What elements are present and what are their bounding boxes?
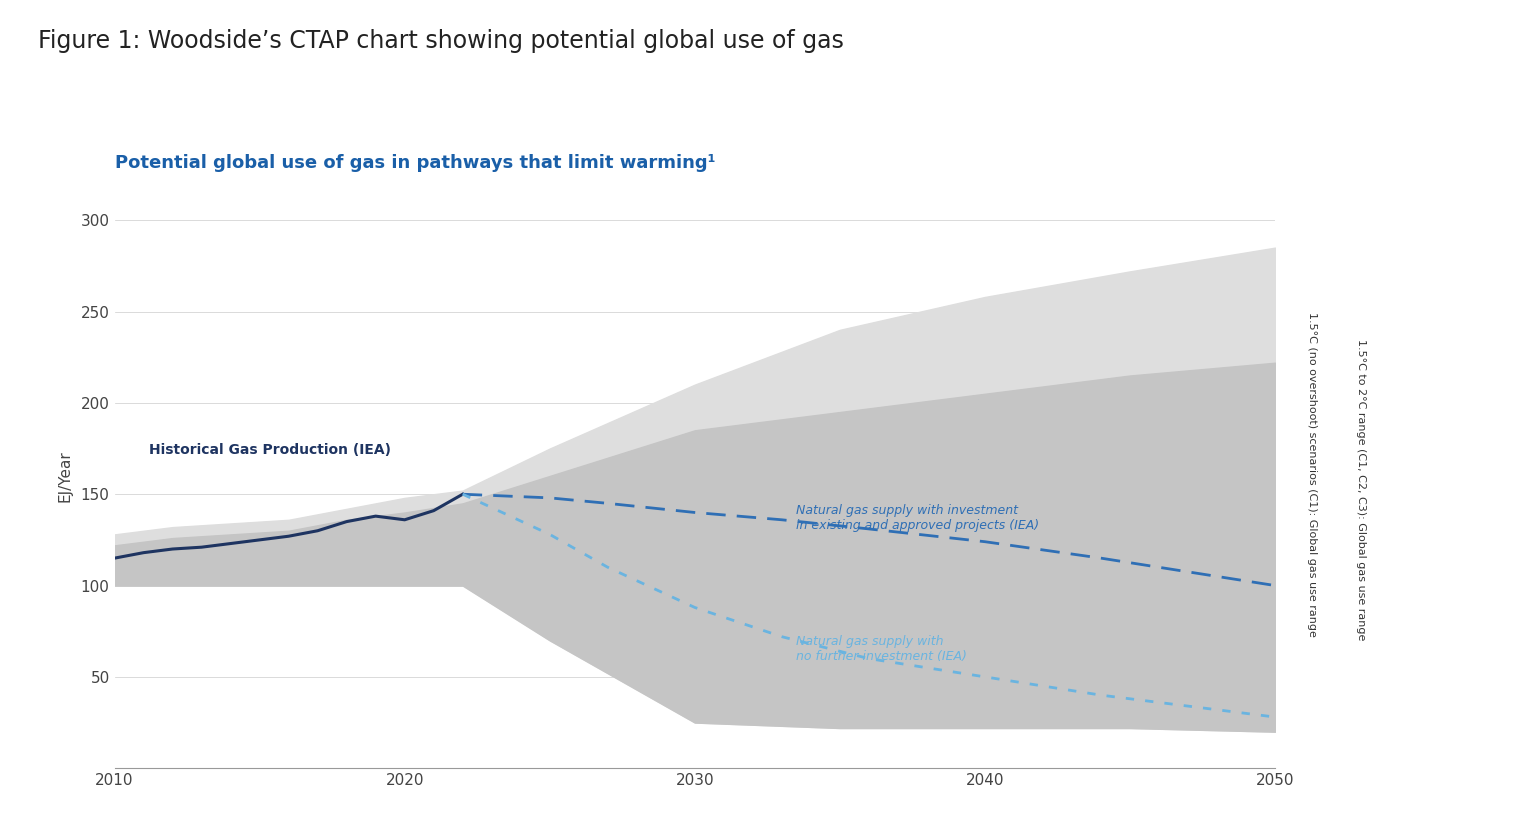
Text: Natural gas supply with investment
in existing and approved projects (IEA): Natural gas supply with investment in ex…	[797, 504, 1040, 532]
Text: RESILIENCE OF NATURAL GAS: RESILIENCE OF NATURAL GAS	[63, 96, 337, 114]
Text: 1.5°C (no overshoot) scenarios (C1): Global gas use range: 1.5°C (no overshoot) scenarios (C1): Glo…	[1307, 311, 1316, 636]
Text: Natural gas supply with
no further investment (IEA): Natural gas supply with no further inves…	[797, 635, 967, 664]
Y-axis label: EJ/Year: EJ/Year	[58, 450, 72, 502]
Text: Historical Gas Production (IEA): Historical Gas Production (IEA)	[150, 443, 391, 458]
Text: 1.5°C to 2°C range (C1, C2, C3): Global gas use range: 1.5°C to 2°C range (C1, C2, C3): Global …	[1356, 339, 1365, 640]
Text: Potential global use of gas in pathways that limit warming¹: Potential global use of gas in pathways …	[115, 154, 715, 173]
Text: Figure 1: Woodside’s CTAP chart showing potential global use of gas: Figure 1: Woodside’s CTAP chart showing …	[38, 29, 844, 53]
